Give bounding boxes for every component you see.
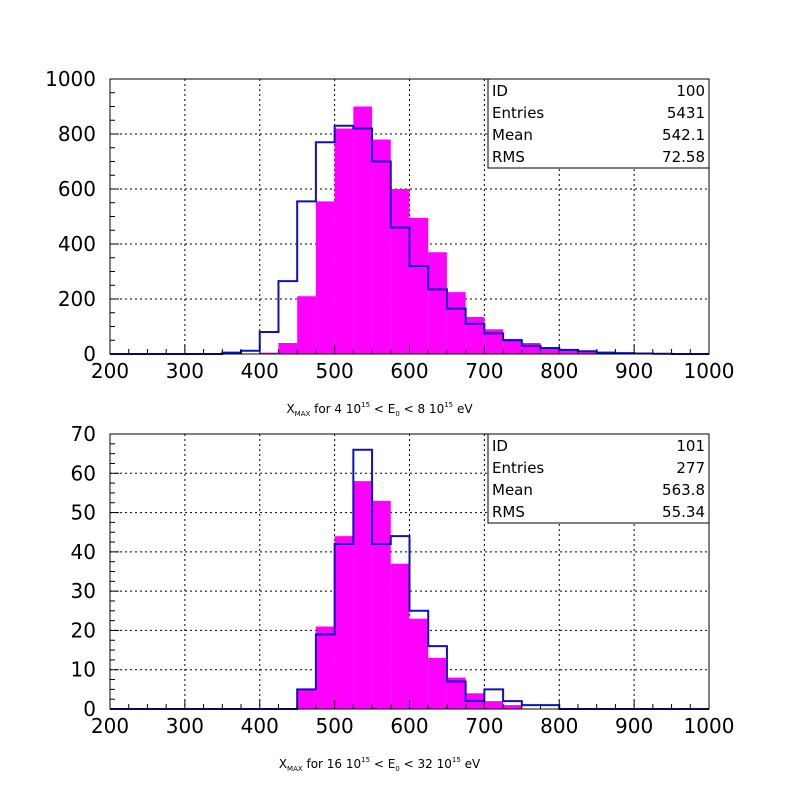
stats-label: ID: [492, 437, 508, 455]
histogram-panel-top: 200 300 400 500 600 700 800 900 1000020040060080…: [45, 67, 734, 418]
filled-bar: [334, 128, 354, 354]
filled-bar: [353, 481, 373, 709]
filled-bar: [428, 252, 447, 354]
y-tick-label: 1000: [45, 67, 96, 91]
axis-ticks: [109, 433, 710, 710]
filled-bar: [577, 350, 597, 354]
x-tick-label: 400: [241, 359, 279, 383]
stats-box-frame: [487, 433, 710, 524]
filled-bar: [259, 352, 279, 354]
outline-histogram: [110, 448, 709, 710]
filled-bar: [540, 347, 560, 354]
filled-bar: [503, 705, 522, 709]
x-tick-label: 200: [91, 714, 129, 738]
y-tick-label: 0: [83, 697, 96, 721]
filled-bar: [446, 292, 466, 354]
filled-bar: [297, 689, 316, 709]
x-tick-label: 700: [465, 714, 503, 738]
y-tick-label: 10: [71, 658, 96, 682]
x-tick-label: 800: [540, 359, 578, 383]
x-axis-label: XMAX for 16 1015 < E0 < 32 1015 eV: [279, 756, 481, 773]
stats-label: Mean: [492, 126, 533, 144]
filled-bar: [372, 500, 391, 709]
filled-bar: [428, 657, 447, 709]
outline-step-line: [110, 448, 709, 710]
filled-bar: [484, 701, 504, 709]
filled-bar: [465, 316, 485, 354]
x-tick-label: 600: [390, 359, 428, 383]
y-tick-label: 50: [71, 501, 96, 525]
stats-label: ID: [492, 82, 508, 100]
y-tick-label: 400: [58, 232, 96, 256]
x-tick-label: 900: [615, 714, 653, 738]
filled-bar: [390, 563, 410, 709]
filled-bar: [409, 618, 429, 709]
stats-value: 5431: [667, 104, 705, 122]
x-tick-label: 700: [465, 359, 503, 383]
stats-value: 563.8: [662, 481, 705, 499]
filled-bar: [484, 329, 504, 354]
y-tick-label: 60: [71, 461, 96, 485]
x-tick-label: 300: [166, 359, 204, 383]
filled-bar: [390, 189, 410, 354]
stats-value: 542.1: [662, 126, 705, 144]
filled-histogram: [297, 481, 522, 709]
stats-value: 100: [676, 82, 705, 100]
y-tick-labels: 0 10 20 30 40 50 60 70: [71, 422, 96, 721]
x-tick-label: 500: [316, 714, 354, 738]
stats-value: 72.58: [662, 148, 705, 166]
stats-value: 101: [676, 437, 705, 455]
x-tick-label: 300: [166, 714, 204, 738]
x-tick-label: 500: [316, 359, 354, 383]
stats-box-frame: [487, 78, 710, 169]
stats-value: 277: [676, 459, 705, 477]
x-tick-labels: 200 300 400 500 600 700 800 900 1000: [91, 714, 735, 738]
stats-box: ID 101 Entries 277 Mean 563.8 RMS 55.34: [487, 433, 710, 524]
filled-histogram: [259, 106, 691, 354]
stats-value: 55.34: [662, 503, 705, 521]
filled-bar: [278, 343, 298, 354]
x-tick-labels: 200 300 400 500 600 700 800 900 1000: [91, 359, 735, 383]
y-tick-label: 0: [83, 342, 96, 366]
x-tick-label: 200: [91, 359, 129, 383]
x-tick-label: 1000: [684, 359, 735, 383]
y-tick-label: 200: [58, 287, 96, 311]
y-tick-label: 70: [71, 422, 96, 446]
x-tick-label: 800: [540, 714, 578, 738]
x-tick-label: 600: [390, 714, 428, 738]
filled-bar: [353, 106, 373, 354]
histogram-panel-bottom: 200 300 400 500 600 700 800 900 1000 0 10 20 30 40 50 6…: [71, 422, 735, 773]
x-axis-label: XMAX for 4 1015 < E0 < 8 1015 eV: [286, 401, 473, 418]
stats-box: ID 100 Entries 5431 Mean 542.1 RMS 72.58: [487, 78, 710, 169]
filled-bar: [315, 626, 335, 709]
y-tick-label: 800: [58, 122, 96, 146]
filled-bar: [521, 343, 541, 354]
y-tick-label: 20: [71, 618, 96, 642]
y-tick-labels: 0 200 400 600 800 1000: [45, 67, 96, 366]
stats-label: RMS: [492, 503, 525, 521]
stats-label: Entries: [492, 104, 544, 122]
filled-bar: [446, 677, 466, 709]
filled-bar: [297, 296, 316, 354]
filled-bar: [315, 201, 335, 354]
y-tick-label: 600: [58, 177, 96, 201]
x-tick-label: 1000: [684, 714, 735, 738]
filled-bar: [409, 217, 429, 354]
y-tick-label: 30: [71, 579, 96, 603]
filled-bar: [503, 338, 522, 354]
stats-label: Entries: [492, 459, 544, 477]
axis-ticks: [109, 78, 710, 355]
filled-bar: [372, 139, 391, 354]
filled-bar: [334, 536, 354, 709]
y-tick-label: 40: [71, 540, 96, 564]
stats-label: RMS: [492, 148, 525, 166]
stats-label: Mean: [492, 481, 533, 499]
x-tick-label: 900: [615, 359, 653, 383]
filled-bar: [559, 349, 578, 354]
x-tick-label: 400: [241, 714, 279, 738]
